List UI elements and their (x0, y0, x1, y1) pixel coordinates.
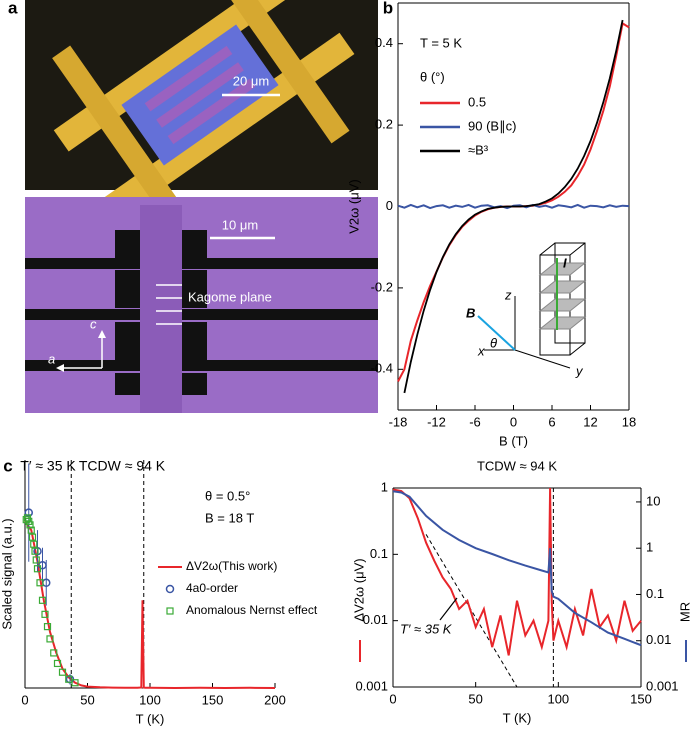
marker (33, 565, 42, 573)
inset-diagram (477, 242, 587, 369)
chart-title: TCDW ≈ 94 K (477, 458, 557, 473)
marker (26, 521, 34, 529)
inset-label: z (504, 287, 512, 302)
annotation: T = 5 K (420, 35, 462, 50)
marker (58, 668, 67, 676)
inset-label: I (563, 255, 567, 270)
x-tick-label: 100 (139, 692, 161, 707)
legend-title: θ (°) (420, 69, 445, 84)
y-axis-label: V2ω (μV) (346, 179, 361, 233)
annotation: θ = 0.5° (205, 488, 250, 503)
inset-label: y (575, 363, 584, 378)
y2-tick-label: 0.01 (646, 632, 671, 647)
series-line (24, 520, 276, 690)
y2-tick-label: 0.1 (646, 586, 664, 601)
x-axis-label: T (K) (136, 711, 165, 726)
x-tick-label: -18 (389, 414, 408, 429)
y-tick-label: 0 (386, 198, 393, 213)
x-tick-label: 0 (510, 414, 517, 429)
y2-tick-label: 0.001 (646, 678, 679, 693)
scale-bar-label: 20 μm (233, 73, 269, 88)
y-axis-label: ΔV2ω (μV) (351, 558, 366, 621)
axis-label: a (48, 351, 55, 366)
axis-label: c (90, 316, 97, 331)
x-tick-label: 50 (468, 691, 482, 706)
x-tick-label: 18 (622, 414, 636, 429)
legend-swatch (165, 584, 175, 594)
marker (38, 596, 47, 604)
x-axis-label: B (T) (499, 433, 528, 448)
y-tick-label: 0.2 (375, 117, 393, 132)
fit-line (425, 534, 518, 688)
x-tick-label: 0 (21, 692, 28, 707)
legend-label: 4a0-order (186, 581, 238, 595)
marker (43, 623, 52, 631)
inset-label: θ (490, 335, 497, 350)
marker (41, 610, 49, 618)
legend-label: 0.5 (468, 94, 486, 109)
marker (32, 556, 40, 564)
panel-label: b (383, 0, 393, 17)
panel-label: a (8, 0, 18, 17)
legend-label: Anomalous Nernst effect (186, 603, 318, 617)
inset-label: B (466, 305, 475, 320)
x-axis-label: T (K) (503, 710, 532, 725)
x-tick-label: 100 (547, 691, 569, 706)
panel-a-images: 20 μm 10 μm Kagome plane c a a (8, 0, 378, 413)
marker (36, 579, 44, 587)
scale-bar-label: 10 μm (222, 217, 258, 232)
marker (27, 526, 35, 534)
marker (30, 540, 38, 548)
marker (53, 659, 62, 668)
annotation: B = 18 T (205, 510, 254, 525)
x-tick-label: -12 (427, 414, 446, 429)
y-tick-label: 0.1 (370, 546, 388, 561)
reference-label: TCDW ≈ 94 K (79, 458, 166, 474)
legend-label: ≈B³ (468, 142, 489, 157)
series-line (392, 487, 642, 656)
marker (28, 533, 37, 541)
marker (50, 649, 58, 657)
x-tick-label: 200 (264, 692, 286, 707)
legend-label: ΔV2ω(This work) (186, 559, 277, 573)
x-tick-label: 150 (202, 692, 224, 707)
annotation: T′ ≈ 35 K (400, 621, 453, 636)
series-line (392, 490, 642, 647)
series-line (403, 19, 624, 394)
y-tick-label: 1 (381, 479, 388, 494)
y-tick-label: 0.001 (355, 678, 388, 693)
x-tick-label: 150 (630, 691, 652, 706)
marker (71, 679, 79, 687)
inset-label: x (477, 343, 485, 358)
y2-tick-label: 10 (646, 493, 660, 508)
y2-tick-label: 1 (646, 540, 653, 555)
legend-label: 90 (B∥c) (468, 118, 516, 133)
y-tick-label: 0.4 (375, 35, 393, 50)
x-tick-label: -6 (469, 414, 481, 429)
marker (46, 635, 54, 643)
y-tick-label: 0.01 (363, 612, 388, 627)
y2-axis-label: MR (677, 602, 692, 622)
y-tick-label: -0.4 (371, 361, 393, 376)
x-tick-label: 50 (80, 692, 94, 707)
y-axis-label: Scaled signal (a.u.) (0, 518, 14, 629)
x-tick-label: 0 (389, 691, 396, 706)
annotation: Kagome plane (188, 289, 272, 304)
legend-swatch (166, 607, 174, 615)
marker (31, 547, 39, 555)
panel-label: c (3, 456, 12, 475)
x-tick-label: 12 (583, 414, 597, 429)
y-tick-label: -0.2 (371, 279, 393, 294)
x-tick-label: 6 (548, 414, 555, 429)
reference-label: T′ ≈ 35 K (20, 458, 76, 474)
annotation-arrow (439, 597, 458, 621)
